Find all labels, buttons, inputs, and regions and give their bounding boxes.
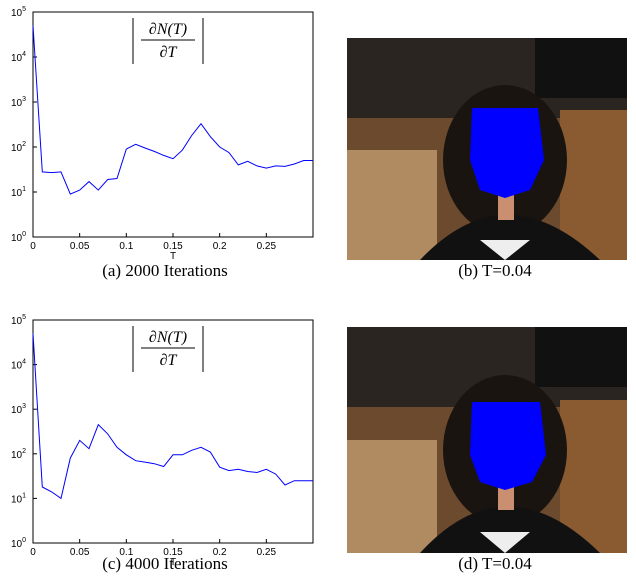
x-tick-label: 0.1 (119, 547, 133, 558)
data-line (32, 333, 313, 500)
x-tick-label: 0.15 (163, 241, 183, 252)
y-tick-label: 104 (11, 359, 26, 372)
caption: (c) 4000 Iterations (102, 554, 228, 573)
y-tick-label: 101 (11, 492, 26, 505)
y-tick-label: 102 (11, 448, 26, 461)
y-tick-label: 102 (11, 141, 26, 154)
x-tick-label: 0.25 (257, 547, 277, 558)
y-tick-label: 100 (11, 537, 26, 550)
x-tick-label: 0.25 (257, 241, 277, 252)
annotation-numerator: ∂N(T) (149, 21, 187, 38)
y-tick-label: 103 (11, 403, 26, 416)
x-tick-label: 0 (30, 547, 36, 558)
y-tick-label: 105 (11, 314, 26, 327)
x-tick-label: 0.2 (213, 547, 227, 558)
annotation-denominator: ∂T (160, 44, 178, 61)
y-tick-label: 105 (11, 6, 26, 19)
x-tick-label: 0.05 (70, 547, 90, 558)
y-tick-label: 101 (11, 186, 26, 199)
caption: (d) T=0.04 (458, 554, 532, 573)
caption: (a) 2000 Iterations (102, 261, 228, 280)
photo-b (347, 38, 627, 260)
x-tick-label: 0.2 (213, 241, 227, 252)
y-tick-label: 103 (11, 96, 26, 109)
x-tick-label: 0.05 (70, 241, 90, 252)
y-tick-label: 104 (11, 51, 26, 64)
x-tick-label: 0.15 (163, 547, 183, 558)
x-axis-label: T (170, 557, 176, 568)
x-tick-label: 0.1 (119, 241, 133, 252)
caption: (b) T=0.04 (458, 261, 532, 280)
annotation-numerator: ∂N(T) (149, 329, 187, 346)
x-axis-label: T (170, 251, 176, 262)
photo-d (347, 327, 627, 553)
annotation-denominator: ∂T (160, 352, 178, 369)
data-line (32, 25, 313, 195)
x-tick-label: 0 (30, 241, 36, 252)
y-tick-label: 100 (11, 231, 26, 244)
